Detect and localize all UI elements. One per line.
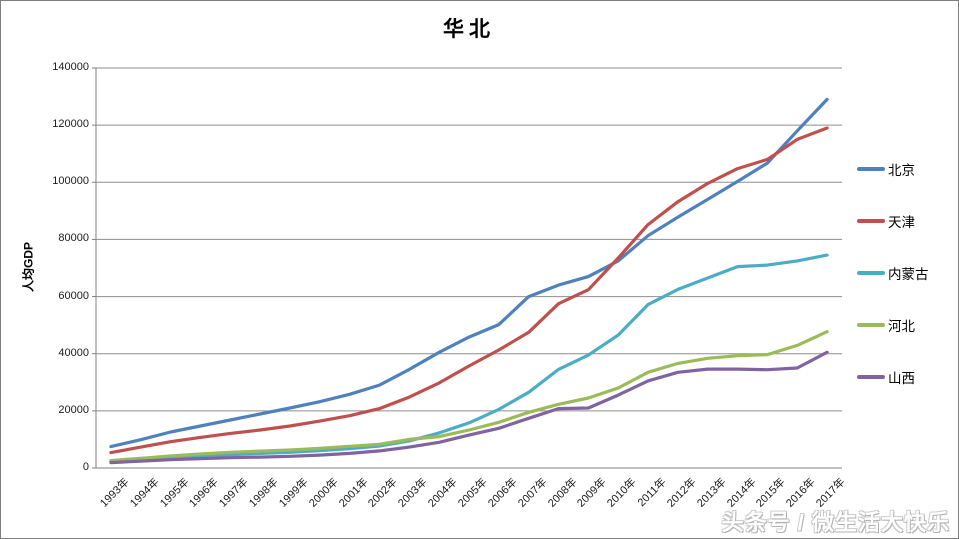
legend-item-hebei: 河北 [857, 313, 929, 337]
y-tick-label: 120000 [52, 118, 89, 131]
y-tick-label: 80000 [58, 232, 89, 245]
y-tick-label: 0 [82, 461, 89, 473]
legend-line-swatch [857, 323, 885, 327]
legend-label: 天津 [888, 215, 915, 230]
chart-title: 华北 [443, 16, 495, 41]
y-tick-label: 100000 [52, 175, 89, 188]
legend-line-swatch [857, 219, 885, 223]
legend-label: 内蒙古 [888, 267, 929, 282]
watermark: 头条号 / 微生活大快乐 [721, 510, 950, 535]
y-tick-label: 20000 [58, 403, 89, 416]
y-tick-label: 40000 [58, 346, 89, 359]
y-axis-title: 人均GDP [21, 241, 36, 293]
series-line-hebei [109, 330, 829, 463]
series-line-beijing [109, 97, 829, 449]
legend-item-shanxi: 山西 [857, 365, 929, 389]
legend: 北京天津内蒙古河北山西 [857, 157, 929, 417]
legend-label: 北京 [888, 163, 915, 178]
legend-line-swatch [857, 271, 885, 275]
legend-label: 河北 [888, 319, 915, 334]
y-tick-label: 60000 [58, 289, 89, 302]
series-line-tianjin [109, 126, 829, 455]
legend-line-swatch [857, 167, 885, 171]
legend-item-tianjin: 天津 [857, 209, 929, 233]
series-line-shanxi [109, 350, 829, 465]
legend-item-neimenggu: 内蒙古 [857, 261, 929, 285]
legend-item-beijing: 北京 [857, 157, 929, 181]
y-tick-label: 140000 [52, 61, 89, 73]
legend-label: 山西 [888, 371, 915, 386]
series-line-neimenggu [109, 253, 829, 463]
legend-line-swatch [857, 375, 885, 379]
